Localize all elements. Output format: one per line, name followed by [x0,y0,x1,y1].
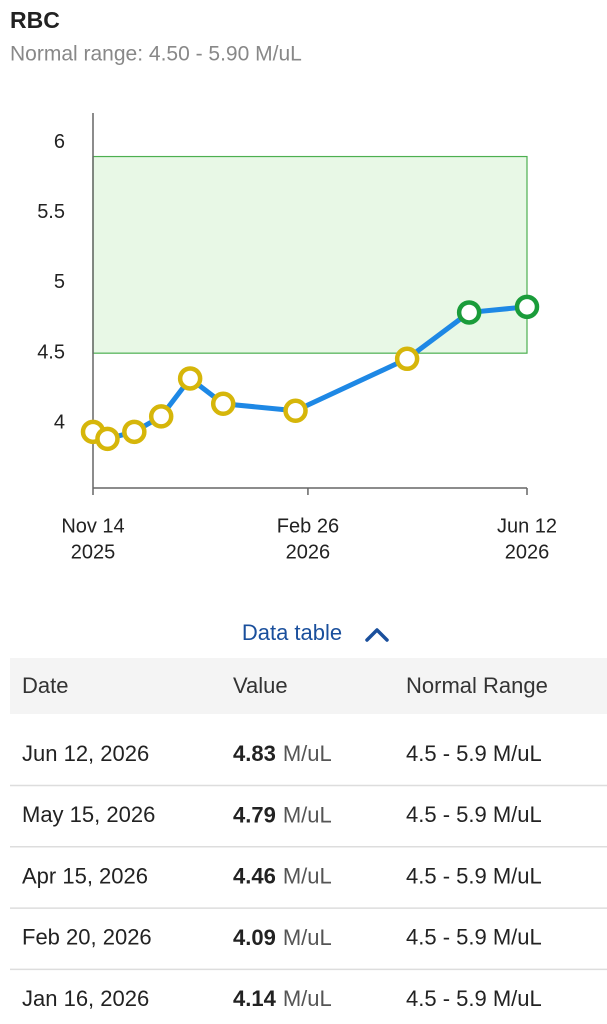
data-point [122,419,147,445]
data-point [148,404,174,429]
x-tick-label: Feb 26 [277,515,339,537]
column-header: Normal Range [406,673,548,698]
date-cell: Jan 16, 2026 [22,986,149,1011]
range-cell: 4.5 - 5.9 M/uL [406,741,542,766]
chart: 4 4.5 5 5.5 6 Nov 14 2025 Feb 26 2026 Jun 12 2026 [37,113,557,563]
value-cell: 4.09 M/uL [233,925,332,950]
x-tick-label: 2025 [71,541,116,563]
subtitle: Normal range: 4.50 - 5.90 M/uL [10,43,302,66]
date-cell: Apr 15, 2026 [22,863,148,888]
title: RBC [10,7,60,33]
normal-range-band [92,155,528,354]
date-cell: Feb 20, 2026 [22,925,152,950]
value-cell: 4.14 M/uL [233,986,332,1011]
value-unit: M/uL [283,863,332,888]
range-cell: 4.5 - 5.9 M/uL [406,863,542,888]
value-unit: M/uL [283,986,332,1011]
x-tick-label: 2026 [286,541,331,563]
data-table-toggle[interactable]: Data table [242,620,342,645]
table-header-bg [10,658,607,714]
value-unit: M/uL [283,925,332,950]
data-line [91,304,528,442]
column-header: Date [22,673,68,698]
x-tick-label: Nov 14 [61,515,124,537]
date-cell: May 15, 2026 [22,802,155,827]
range-cell: 4.5 - 5.9 M/uL [406,925,542,950]
column-header: Value [233,673,288,698]
range-cell: 4.5 - 5.9 M/uL [406,802,542,827]
x-tick-label: Jun 12 [497,515,557,537]
value-number: 4.46 [233,863,276,888]
range-cell: 4.5 - 5.9 M/uL [406,986,542,1011]
y-tick-label: 4.5 [37,341,65,363]
value-number: 4.09 [233,925,276,950]
y-tick-label: 6 [54,131,65,153]
value-number: 4.83 [233,741,276,766]
value-cell: 4.79 M/uL [233,802,332,827]
data-point [283,398,308,424]
data-point [514,294,540,320]
date-cell: Jun 12, 2026 [22,741,149,766]
data-point [210,391,236,416]
data-point [95,426,120,452]
value-cell: 4.83 M/uL [233,741,332,766]
data-point [177,366,203,391]
data-point [394,346,420,372]
value-cell: 4.46 M/uL [233,863,332,888]
chevron-icon[interactable] [365,628,389,642]
x-tick-label: 2026 [505,541,550,563]
value-number: 4.79 [233,802,276,827]
value-number: 4.14 [233,986,277,1011]
value-unit: M/uL [283,802,332,827]
data-point [456,300,482,325]
y-tick-label: 5.5 [37,201,65,223]
y-tick-label: 5 [54,271,65,293]
data-table: Date Value Normal Range Jun 12, 2026 4.83 M/u… [10,673,607,1011]
y-tick-label: 4 [54,412,65,434]
value-unit: M/uL [283,741,332,766]
